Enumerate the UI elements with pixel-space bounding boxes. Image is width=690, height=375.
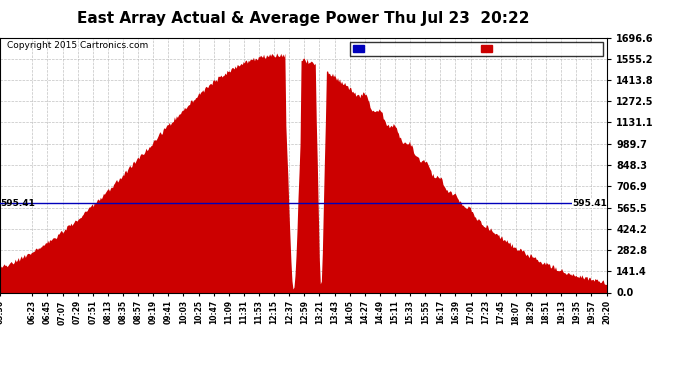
Text: 595.41: 595.41 bbox=[0, 198, 35, 207]
Legend: Average  (DC Watts), East Array  (DC Watts): Average (DC Watts), East Array (DC Watts… bbox=[351, 42, 602, 56]
Text: Copyright 2015 Cartronics.com: Copyright 2015 Cartronics.com bbox=[7, 41, 148, 50]
Text: 595.41: 595.41 bbox=[572, 198, 607, 207]
Text: East Array Actual & Average Power Thu Jul 23  20:22: East Array Actual & Average Power Thu Ju… bbox=[77, 11, 530, 26]
